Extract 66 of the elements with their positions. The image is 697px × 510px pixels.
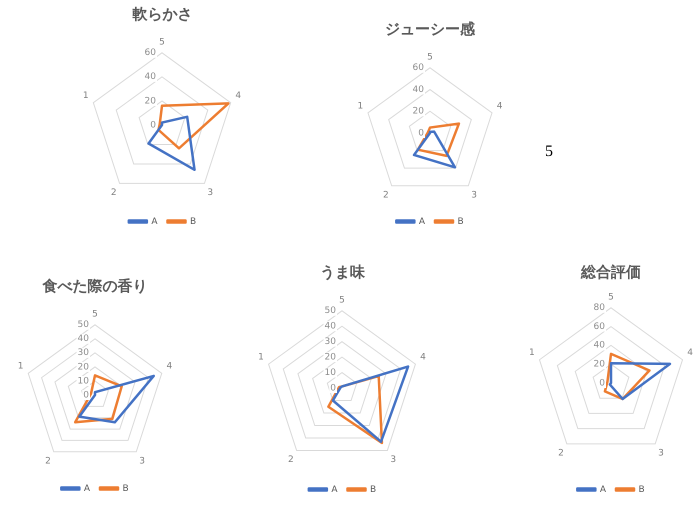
y-tick-label: 10 [78,376,90,386]
legend-label: B [122,484,129,494]
spoke-label: 5 [339,296,345,306]
legend-label: B [457,216,464,227]
y-tick-label: 60 [144,48,156,58]
spoke-label: 4 [687,348,694,358]
y-tick-label: 40 [594,340,606,351]
spoke-label: 1 [18,362,24,372]
text: 5 [545,143,553,161]
chart-title: 軟らかさ [132,4,192,23]
spoke-label: 3 [390,455,396,466]
legend-label: B [370,484,376,495]
legend-label: B [638,484,645,495]
chart-title: 食べた際の香り [42,276,148,295]
spoke-label: 2 [288,455,294,466]
y-tick-label: 30 [78,348,90,358]
chart-title: ジューシー感 [385,20,476,38]
y-tick-label: 0 [83,390,90,400]
spoke-label: 2 [558,448,564,459]
spoke-label: 5 [92,310,98,320]
y-tick-label: 0 [418,128,424,138]
spoke-label: 1 [258,352,264,363]
spoke-label: 3 [658,448,664,459]
spoke-label: 1 [358,101,364,112]
spoke-label: 5 [427,52,433,63]
legend-label: A [331,484,338,495]
spoke-label: 2 [383,190,389,201]
legend-label: A [418,216,426,227]
spoke-label: 4 [496,101,503,112]
chart-title: 総合評価 [580,262,641,281]
y-tick-label: 0 [150,120,156,130]
spoke-label: 3 [139,456,145,467]
spoke-label: 5 [159,38,165,48]
legend-label: B [190,216,196,227]
y-tick-label: 30 [324,337,336,348]
y-tick-label: 10 [324,368,336,378]
y-tick-label: 60 [594,322,606,332]
y-tick-label: 20 [144,96,156,106]
spoke-label: 4 [166,362,173,372]
y-tick-label: 40 [412,84,424,95]
spoke-label: 2 [110,188,117,198]
y-tick-label: 0 [330,383,336,394]
y-tick-label: 20 [594,360,606,370]
legend-label: A [151,216,158,227]
legend-label: A [600,484,607,495]
spoke-label: 3 [471,190,477,201]
y-tick-label: 50 [78,320,90,330]
y-tick-label: 80 [594,303,606,314]
spoke-label: 4 [420,352,426,363]
spoke-label: 2 [45,456,51,467]
legend-label: A [84,484,91,494]
y-tick-label: 50 [324,306,336,316]
chart-title: うま味 [320,262,366,281]
y-tick-label: 0 [599,378,606,388]
y-tick-label: 40 [324,322,336,332]
y-tick-label: 60 [412,63,424,74]
y-tick-label: 20 [78,362,90,372]
spoke-label: 4 [235,91,242,102]
spoke-label: 5 [608,292,614,303]
spoke-label: 1 [528,348,535,358]
y-tick-label: 20 [412,106,424,117]
y-tick-label: 40 [78,334,90,344]
spoke-label: 1 [82,91,89,102]
y-tick-label: 40 [144,72,156,82]
y-tick-label: 20 [324,352,336,362]
spoke-label: 3 [207,188,214,198]
